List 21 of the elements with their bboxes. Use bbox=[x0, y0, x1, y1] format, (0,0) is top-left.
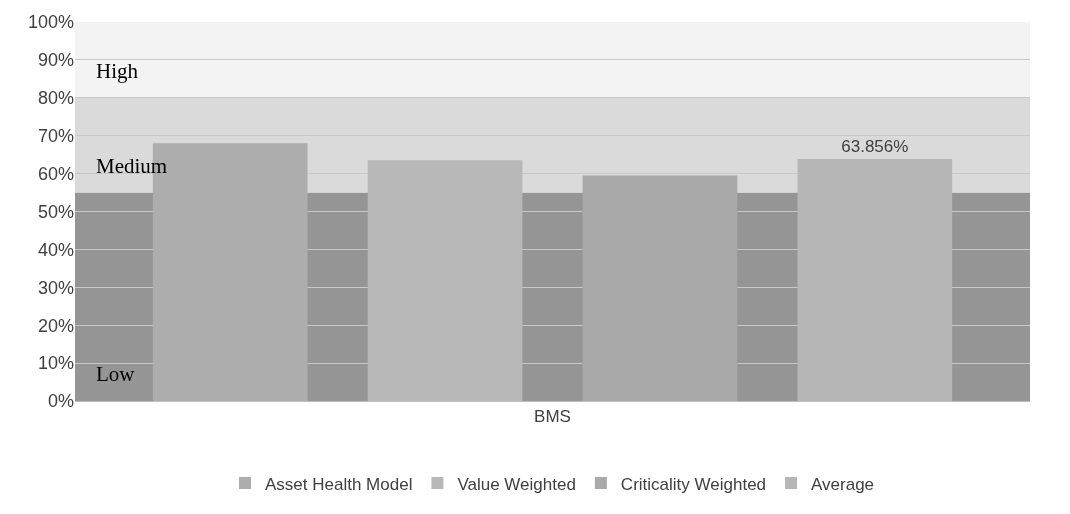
y-tick-label: 50% bbox=[37, 201, 74, 222]
data-label: 63.856% bbox=[841, 136, 909, 156]
y-tick-label: 0% bbox=[47, 391, 74, 412]
y-tick-label: 10% bbox=[37, 353, 74, 374]
y-tick-label: 60% bbox=[37, 163, 74, 184]
y-tick-label: 20% bbox=[37, 315, 74, 336]
y-tick-label: 70% bbox=[37, 126, 74, 146]
legend-label: Asset Health Model bbox=[265, 474, 413, 494]
legend-label: Criticality Weighted bbox=[620, 474, 767, 494]
bar bbox=[582, 175, 738, 401]
y-tick-label: 90% bbox=[37, 50, 74, 71]
band-label: Low bbox=[96, 362, 136, 386]
y-tick-label: 40% bbox=[37, 239, 74, 260]
band-label: Medium bbox=[96, 154, 168, 178]
legend-label: Value Weighted bbox=[457, 474, 576, 494]
y-tick-label: 30% bbox=[37, 277, 74, 298]
y-tick-label: 100% bbox=[27, 12, 74, 33]
x-tick-label: BMS bbox=[534, 407, 571, 427]
y-tick-label: 80% bbox=[37, 88, 74, 109]
band-label: High bbox=[96, 59, 139, 83]
legend-label: Average bbox=[811, 474, 875, 494]
